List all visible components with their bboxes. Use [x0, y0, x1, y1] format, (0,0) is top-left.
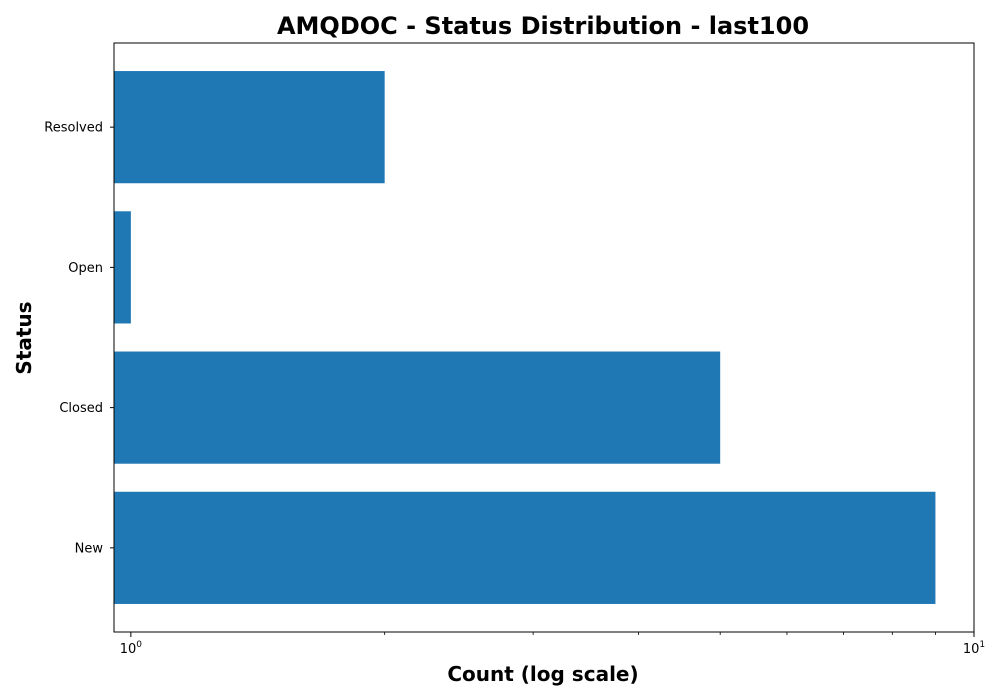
- plot-area: New Closed Open Resolved 100 101: [44, 42, 985, 657]
- y-tick-label-open: Open: [68, 261, 103, 276]
- bar-new: [114, 491, 936, 604]
- x-tick-label-1: 100: [120, 640, 143, 657]
- bar-resolved: [114, 71, 385, 184]
- x-axis-label: Count (log scale): [447, 662, 638, 686]
- y-tick-label-resolved: Resolved: [44, 121, 103, 136]
- bar-closed: [114, 351, 721, 464]
- y-tick-label-new: New: [75, 541, 104, 556]
- bar-open: [114, 211, 131, 324]
- plot-frame: [113, 42, 975, 633]
- chart-title: AMQDOC - Status Distribution - last100: [277, 12, 809, 40]
- y-tick-label-closed: Closed: [59, 401, 103, 416]
- x-tick-label-10: 101: [963, 640, 985, 657]
- y-axis-label: Status: [12, 301, 36, 374]
